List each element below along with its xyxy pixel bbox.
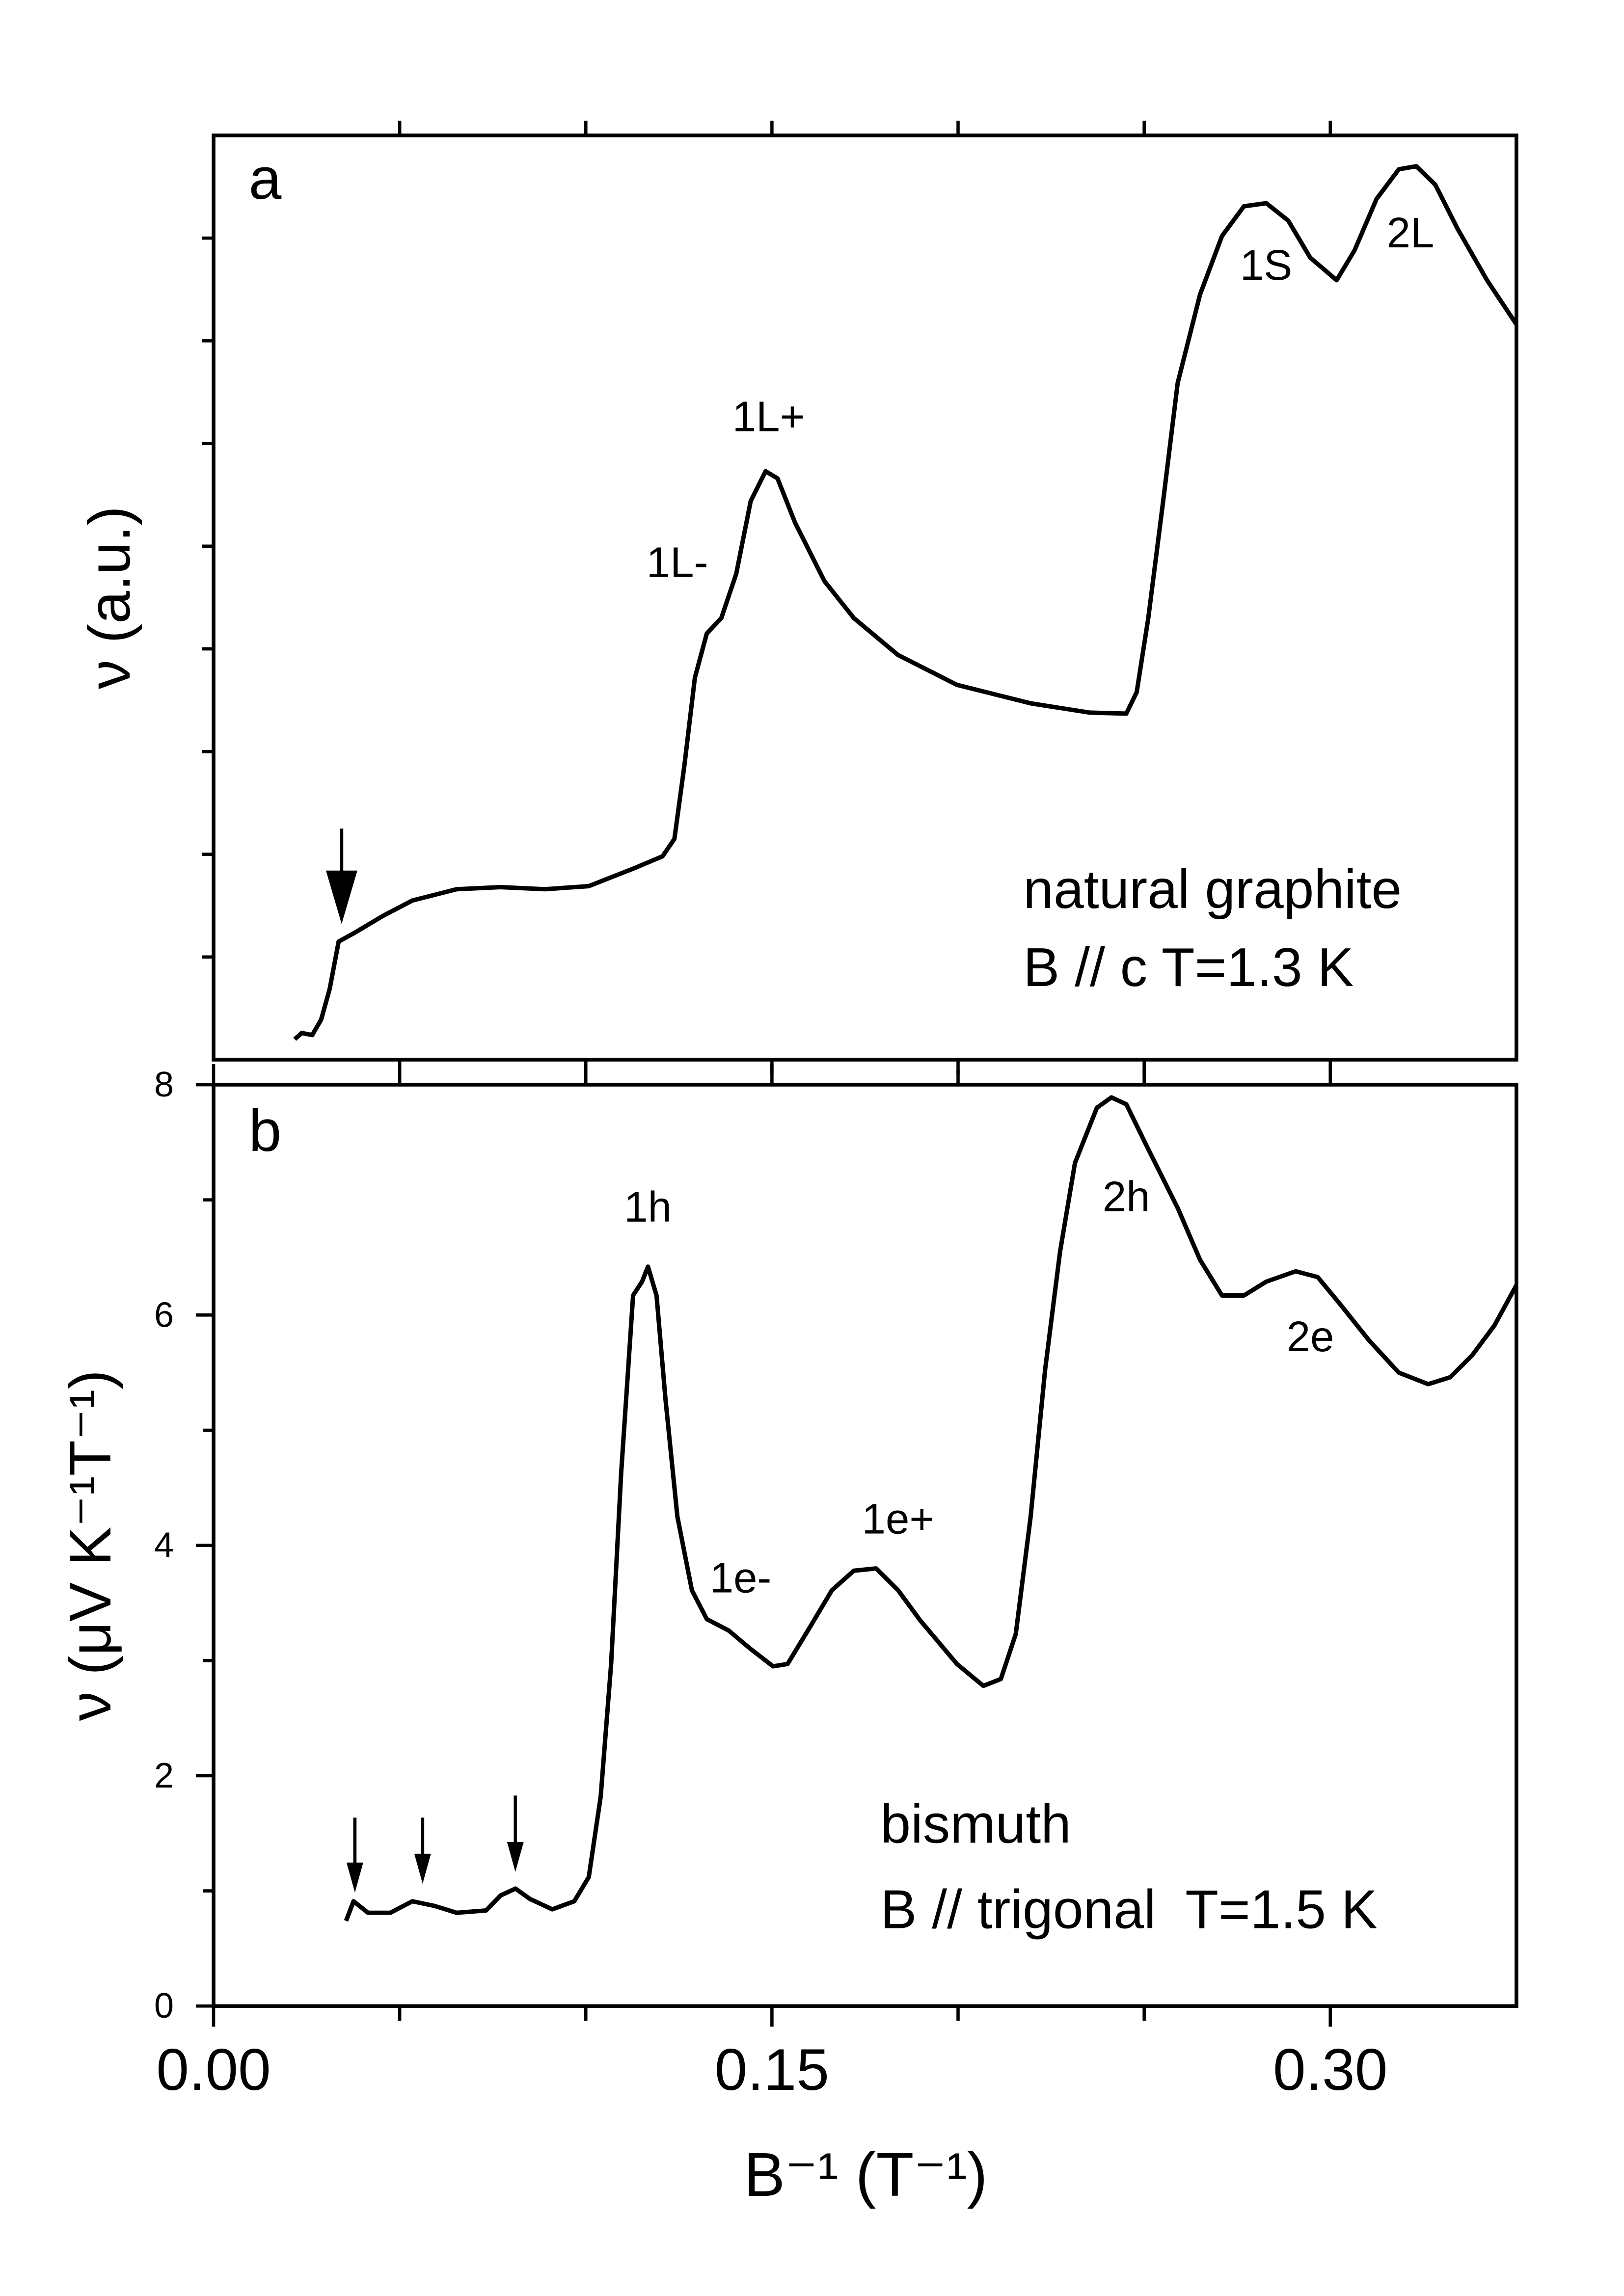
data-line [293,164,1518,1041]
arrow-head [346,1862,363,1893]
y-axis-label: ν (μV K⁻¹T⁻¹) [57,1370,123,1721]
panel-label: a [249,146,282,212]
x-tick-label: 0.00 [156,2037,271,2103]
y-tick-label: 0 [154,1986,174,2026]
y-tick-label: 2 [154,1756,174,1795]
annotation: 1h [624,1183,672,1231]
legend-text: B // trigonal T=1.5 K [880,1879,1377,1940]
legend-text: B // c T=1.3 K [1023,937,1353,998]
annotation: 1e+ [862,1495,935,1543]
annotation: 1L- [647,538,708,586]
y-tick-label: 4 [154,1526,174,1565]
x-tick-label: 0.30 [1273,2037,1387,2103]
y-tick-label: 6 [154,1295,174,1335]
annotation: 2e [1287,1313,1334,1361]
y-axis-label: ν (a.u.) [77,506,142,689]
arrows [325,828,524,1893]
annotation: 2h [1103,1173,1150,1221]
legend-text: bismuth [880,1793,1071,1854]
y-tick-label: 8 [154,1065,174,1104]
annotation: 1e- [710,1554,772,1602]
x-axis-label: B⁻¹ (T⁻¹) [744,2140,988,2209]
panel-b-frame [212,1083,1518,2008]
arrow-head [325,870,357,924]
annotation: 1S [1240,241,1292,289]
panel-label: b [249,1098,282,1164]
annotation: 1L+ [732,393,805,441]
arrow-head [507,1842,524,1872]
x-tick-label: 0.15 [715,2037,829,2103]
arrow-head [414,1853,431,1884]
annotation: 2L [1387,209,1435,257]
data-line [344,1095,1518,1922]
legend-text: natural graphite [1023,859,1402,920]
panel-a-frame [212,133,1518,1062]
